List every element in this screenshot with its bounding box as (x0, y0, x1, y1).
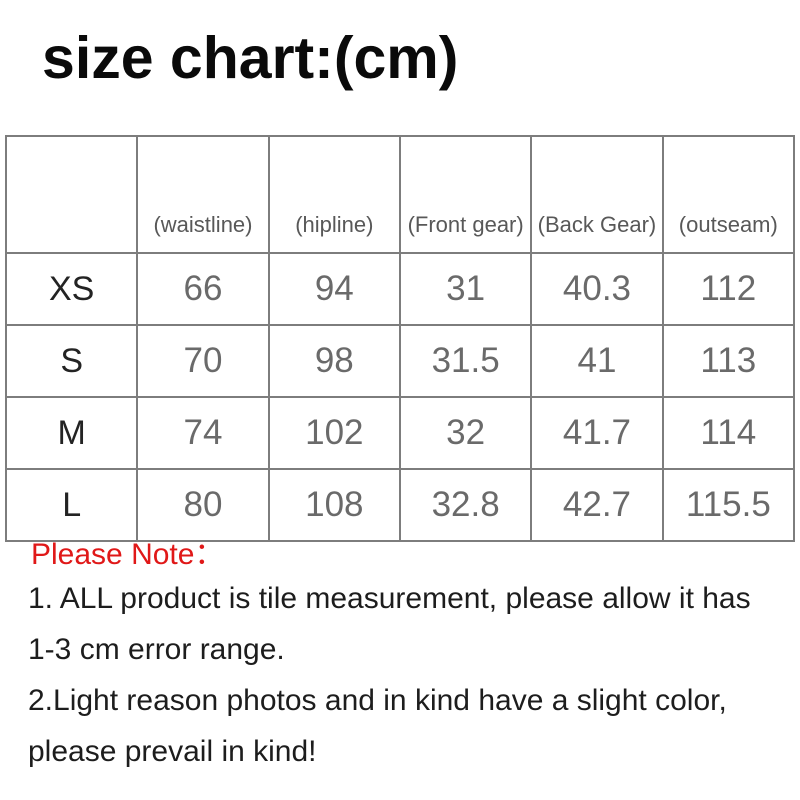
table-row-xs: XS 66 94 31 40.3 112 (4, 252, 796, 326)
size-label-s: S (4, 324, 139, 398)
table-cell: 112 (661, 252, 796, 326)
table-row-s: S 70 98 31.5 41 113 (4, 324, 796, 398)
size-label-l: L (4, 468, 139, 542)
table-row-l: L 80 108 32.8 42.7 115.5 (4, 468, 796, 542)
size-table: (waistline) (hipline) (Front gear) (Back… (4, 135, 796, 542)
table-cell: 42.7 (530, 468, 664, 542)
table-row-m: M 74 102 32 41.7 114 (4, 396, 796, 470)
note-heading: Please Note： (31, 538, 225, 571)
header-cell-size (4, 135, 139, 254)
size-label-xs: XS (4, 252, 139, 326)
table-cell: 74 (136, 396, 270, 470)
table-cell: 70 (136, 324, 270, 398)
table-cell: 108 (267, 468, 401, 542)
table-cell: 102 (267, 396, 401, 470)
table-cell: 32.8 (398, 468, 533, 542)
page-title: size chart:(cm) (42, 25, 459, 91)
table-header-row: (waistline) (hipline) (Front gear) (Back… (4, 135, 796, 254)
table-cell: 114 (661, 396, 796, 470)
table-cell: 41.7 (530, 396, 664, 470)
header-cell-outseam: (outseam) (661, 135, 796, 254)
header-cell-waistline: (waistline) (136, 135, 270, 254)
table-cell: 41 (530, 324, 664, 398)
table-cell: 32 (398, 396, 533, 470)
note-line-4: please prevail in kind! (28, 735, 317, 768)
header-cell-hipline: (hipline) (267, 135, 401, 254)
table-cell: 113 (661, 324, 796, 398)
table-cell: 66 (136, 252, 270, 326)
table-cell: 98 (267, 324, 401, 398)
table-cell: 94 (267, 252, 401, 326)
table-cell: 80 (136, 468, 270, 542)
note-line-3: 2.Light reason photos and in kind have a… (28, 684, 727, 717)
note-line-2: 1-3 cm error range. (28, 633, 285, 666)
table-cell: 115.5 (661, 468, 796, 542)
header-cell-front-gear: (Front gear) (398, 135, 533, 254)
size-label-m: M (4, 396, 139, 470)
header-cell-back-gear: (Back Gear) (530, 135, 664, 254)
table-cell: 31 (398, 252, 533, 326)
table-cell: 31.5 (398, 324, 533, 398)
table-cell: 40.3 (530, 252, 664, 326)
note-line-1: 1. ALL product is tile measurement, plea… (28, 582, 751, 615)
notes-block: 1. ALL product is tile measurement, plea… (28, 582, 800, 786)
